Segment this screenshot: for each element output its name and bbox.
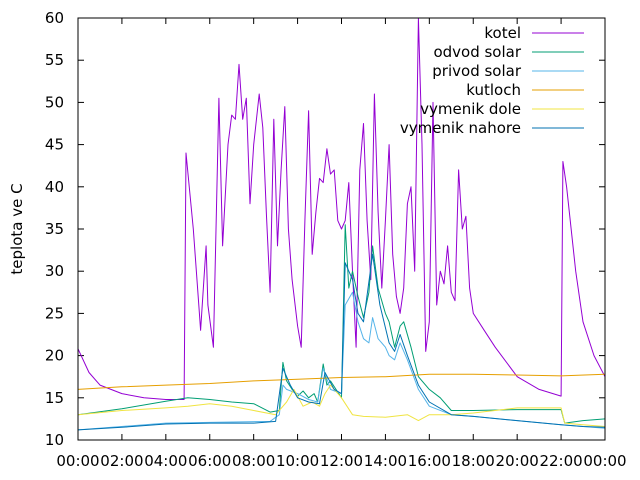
legend-label: vymenik dole bbox=[420, 100, 521, 118]
y-tick-label: 20 bbox=[45, 347, 64, 365]
series-line-4 bbox=[77, 384, 606, 427]
legend-label: kutloch bbox=[466, 81, 521, 99]
y-tick-label: 35 bbox=[45, 220, 64, 238]
x-tick-labels: 00:00 02:00 04:00 06:00 08:00 10:00 12:00 14:00… bbox=[56, 452, 626, 470]
x-tick-label: 12:00 bbox=[320, 452, 363, 470]
y-tick-labels: 10 15 20 25 30 35 40 45 50 55 60 bbox=[45, 9, 64, 449]
series-line-1 bbox=[77, 224, 606, 424]
y-tick-label: 40 bbox=[45, 178, 64, 196]
y-tick-label: 10 bbox=[45, 431, 64, 449]
legend-label: odvod solar bbox=[433, 43, 521, 61]
plot-series bbox=[77, 17, 606, 431]
plot-frame bbox=[77, 17, 606, 441]
y-tick-label: 60 bbox=[45, 9, 64, 27]
x-tick-label: 22:00 bbox=[539, 452, 582, 470]
x-tick-label: 10:00 bbox=[276, 452, 319, 470]
legend-label: vymenik nahore bbox=[400, 119, 521, 137]
legend-label: privod solar bbox=[432, 62, 522, 80]
legend-label: kotel bbox=[484, 24, 521, 42]
x-tick-label: 18:00 bbox=[452, 452, 495, 470]
series-line-5 bbox=[77, 253, 606, 431]
series-line-0 bbox=[77, 17, 606, 400]
y-tick-label: 30 bbox=[45, 262, 64, 280]
y-tick-label: 55 bbox=[45, 51, 64, 69]
y-tick-label: 15 bbox=[45, 389, 64, 407]
x-tick-label: 08:00 bbox=[232, 452, 275, 470]
x-tick-label: 00:00 bbox=[56, 452, 99, 470]
y-tick-label: 25 bbox=[45, 304, 64, 322]
x-tick-label: 06:00 bbox=[188, 452, 231, 470]
x-tick-label: 04:00 bbox=[144, 452, 187, 470]
x-tick-label: 20:00 bbox=[496, 452, 539, 470]
x-tick-label: 02:00 bbox=[100, 452, 143, 470]
x-tick-label: 16:00 bbox=[408, 452, 451, 470]
x-tick-label: 14:00 bbox=[364, 452, 407, 470]
series-line-2 bbox=[77, 291, 606, 431]
y-tick-label: 45 bbox=[45, 136, 64, 154]
x-tick-label: 00:00 bbox=[583, 452, 626, 470]
y-axis-label: teplota ve C bbox=[8, 183, 26, 274]
y-tick-label: 50 bbox=[45, 93, 64, 111]
